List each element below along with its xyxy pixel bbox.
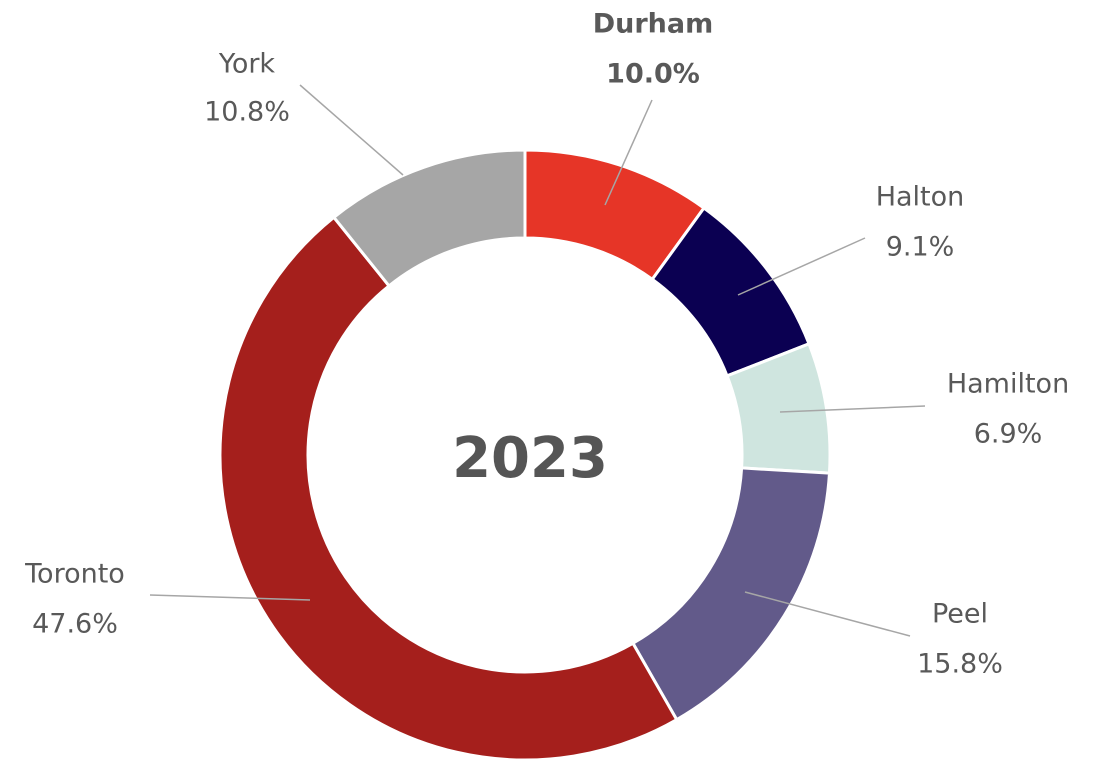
slice-label: Toronto <box>24 559 125 590</box>
donut-slice <box>218 215 679 762</box>
slice-value-label: 15.8% <box>917 649 1003 680</box>
slice-value-label: 10.0% <box>606 59 700 90</box>
donut-slice <box>630 466 832 722</box>
slice-label: Durham <box>593 9 714 40</box>
slice-label: Halton <box>876 182 965 213</box>
slice-value-label: 9.1% <box>886 232 955 263</box>
leader-line <box>299 84 404 176</box>
slice-value-label: 10.8% <box>204 97 290 128</box>
slice-label: Peel <box>932 599 988 630</box>
leader-line <box>737 237 866 296</box>
leader-line <box>744 591 911 637</box>
slice-label: York <box>218 49 276 80</box>
leader-line <box>149 594 311 601</box>
slice-value-label: 47.6% <box>32 609 118 640</box>
leader-line <box>779 405 926 413</box>
leader-line <box>604 99 653 206</box>
slice-label: Hamilton <box>947 369 1069 400</box>
slice-value-label: 6.9% <box>974 419 1043 450</box>
center-text: 2023 <box>452 426 608 491</box>
donut-slice <box>331 148 527 288</box>
